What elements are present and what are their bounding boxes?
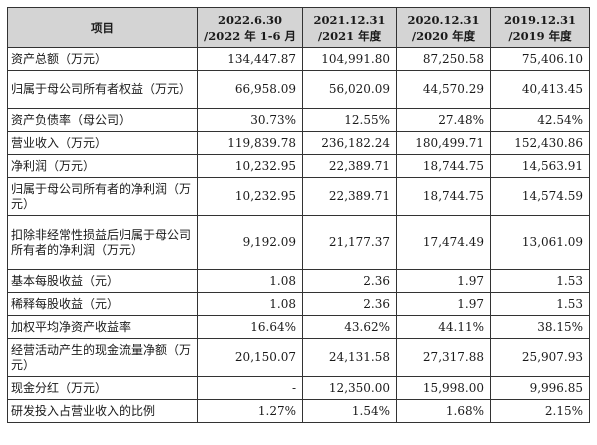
cell-value: 1.53 — [490, 269, 590, 293]
cell-value: 14,563.91 — [490, 154, 590, 178]
header-period-line1: 2021.12.31 — [313, 12, 386, 27]
table-row: 净利润（万元） 10,232.95 22,389.71 18,744.75 14… — [7, 154, 590, 178]
row-label: 经营活动产生的现金流量净额（万元） — [7, 338, 198, 377]
cell-value: 14,574.59 — [490, 177, 590, 216]
cell-value: 134,447.87 — [197, 47, 303, 71]
table-row: 稀释每股收益（元） 1.08 2.36 1.97 1.53 — [7, 292, 590, 316]
header-period-line1: 2022.6.30 — [217, 12, 283, 27]
cell-value: 20,150.07 — [197, 338, 303, 377]
table-row: 基本每股收益（元） 1.08 2.36 1.97 1.53 — [7, 269, 590, 293]
cell-value: 44.11% — [396, 315, 491, 339]
cell-value: 18,744.75 — [396, 154, 491, 178]
cell-value: 22,389.71 — [302, 154, 397, 178]
cell-value: 21,177.37 — [302, 215, 397, 270]
cell-value: 10,232.95 — [197, 154, 303, 178]
table-row: 资产负债率（母公司） 30.73% 12.55% 27.48% 42.54% — [7, 108, 590, 132]
cell-value: 2.15% — [490, 399, 590, 423]
cell-value: 25,907.93 — [490, 338, 590, 377]
cell-value: 1.54% — [302, 399, 397, 423]
cell-value: 44,570.29 — [396, 70, 491, 109]
cell-value: 10,232.95 — [197, 177, 303, 216]
table-row: 归属于母公司所有者权益（万元） 66,958.09 56,020.09 44,5… — [7, 70, 590, 109]
cell-value: 24,131.58 — [302, 338, 397, 377]
table-row: 研发投入占营业收入的比例 1.27% 1.54% 1.68% 2.15% — [7, 399, 590, 423]
cell-value: 236,182.24 — [302, 131, 397, 155]
row-label: 资产总额（万元） — [7, 47, 198, 71]
row-label: 净利润（万元） — [7, 154, 198, 178]
cell-value: 17,474.49 — [396, 215, 491, 270]
cell-value: 87,250.58 — [396, 47, 491, 71]
header-period-2019: 2019.12.31 /2019 年度 — [490, 7, 590, 48]
header-period-line2: /2021 年度 — [317, 28, 382, 43]
cell-value: 1.08 — [197, 269, 303, 293]
cell-value: 56,020.09 — [302, 70, 397, 109]
header-period-line1: 2019.12.31 — [503, 12, 577, 27]
cell-value: 66,958.09 — [197, 70, 303, 109]
cell-value: 1.97 — [396, 269, 491, 293]
table-row: 归属于母公司所有者的净利润（万元） 10,232.95 22,389.71 18… — [7, 177, 590, 216]
table-row: 扣除非经常性损益后归属于母公司所有者的净利润（万元） 9,192.09 21,1… — [7, 215, 590, 270]
cell-value: 22,389.71 — [302, 177, 397, 216]
cell-value: 1.97 — [396, 292, 491, 316]
cell-value: 1.08 — [197, 292, 303, 316]
cell-value: 18,744.75 — [396, 177, 491, 216]
table-header: 项目 2022.6.30 /2022 年 1-6 月 2021.12.31 /2… — [7, 7, 590, 48]
header-period-line2: /2019 年度 — [508, 28, 572, 43]
cell-value: 9,996.85 — [490, 376, 590, 400]
cell-value: 40,413.45 — [490, 70, 590, 109]
row-label: 现金分红（万元） — [7, 376, 198, 400]
cell-value: 180,499.71 — [396, 131, 491, 155]
cell-value: 16.64% — [197, 315, 303, 339]
cell-value: 1.53 — [490, 292, 590, 316]
cell-value: 27.48% — [396, 108, 491, 132]
row-label: 归属于母公司所有者权益（万元） — [7, 70, 198, 109]
cell-value: 43.62% — [302, 315, 397, 339]
cell-value: 13,061.09 — [490, 215, 590, 270]
table-row: 资产总额（万元） 134,447.87 104,991.80 87,250.58… — [7, 47, 590, 71]
cell-value: 152,430.86 — [490, 131, 590, 155]
row-label: 加权平均净资产收益率 — [7, 315, 198, 339]
table-row: 经营活动产生的现金流量净额（万元） 20,150.07 24,131.58 27… — [7, 338, 590, 377]
header-period-line2: /2022 年 1-6 月 — [204, 28, 296, 43]
cell-value: 75,406.10 — [490, 47, 590, 71]
cell-value: 38.15% — [490, 315, 590, 339]
header-period-line2: /2020 年度 — [411, 28, 476, 43]
financial-summary-container: 项目 2022.6.30 /2022 年 1-6 月 2021.12.31 /2… — [7, 7, 590, 423]
table-row: 现金分红（万元） - 12,350.00 15,998.00 9,996.85 — [7, 376, 590, 400]
cell-value: 12.55% — [302, 108, 397, 132]
cell-value: 27,317.88 — [396, 338, 491, 377]
row-label: 归属于母公司所有者的净利润（万元） — [7, 177, 198, 216]
row-label: 资产负债率（母公司） — [7, 108, 198, 132]
header-period-2020: 2020.12.31 /2020 年度 — [396, 7, 491, 48]
cell-value: 9,192.09 — [197, 215, 303, 270]
cell-value: 2.36 — [302, 269, 397, 293]
header-period-2021: 2021.12.31 /2021 年度 — [302, 7, 397, 48]
table-row: 加权平均净资产收益率 16.64% 43.62% 44.11% 38.15% — [7, 315, 590, 339]
cell-value: 1.27% — [197, 399, 303, 423]
cell-value: 104,991.80 — [302, 47, 397, 71]
header-row: 项目 2022.6.30 /2022 年 1-6 月 2021.12.31 /2… — [7, 7, 590, 48]
table-body: 资产总额（万元） 134,447.87 104,991.80 87,250.58… — [7, 47, 590, 423]
cell-value: 2.36 — [302, 292, 397, 316]
cell-value: 42.54% — [490, 108, 590, 132]
cell-value: 12,350.00 — [302, 376, 397, 400]
row-label: 扣除非经常性损益后归属于母公司所有者的净利润（万元） — [7, 215, 198, 270]
row-label: 基本每股收益（元） — [7, 269, 198, 293]
financial-summary-table: 项目 2022.6.30 /2022 年 1-6 月 2021.12.31 /2… — [7, 7, 590, 423]
cell-value: 1.68% — [396, 399, 491, 423]
table-row: 营业收入（万元） 119,839.78 236,182.24 180,499.7… — [7, 131, 590, 155]
header-period-line1: 2020.12.31 — [407, 12, 480, 27]
header-period-2022h1: 2022.6.30 /2022 年 1-6 月 — [197, 7, 303, 48]
cell-value: 119,839.78 — [197, 131, 303, 155]
row-label: 研发投入占营业收入的比例 — [7, 399, 198, 423]
cell-value: - — [197, 376, 303, 400]
cell-value: 15,998.00 — [396, 376, 491, 400]
row-label: 稀释每股收益（元） — [7, 292, 198, 316]
cell-value: 30.73% — [197, 108, 303, 132]
row-label: 营业收入（万元） — [7, 131, 198, 155]
header-item: 项目 — [7, 7, 198, 48]
